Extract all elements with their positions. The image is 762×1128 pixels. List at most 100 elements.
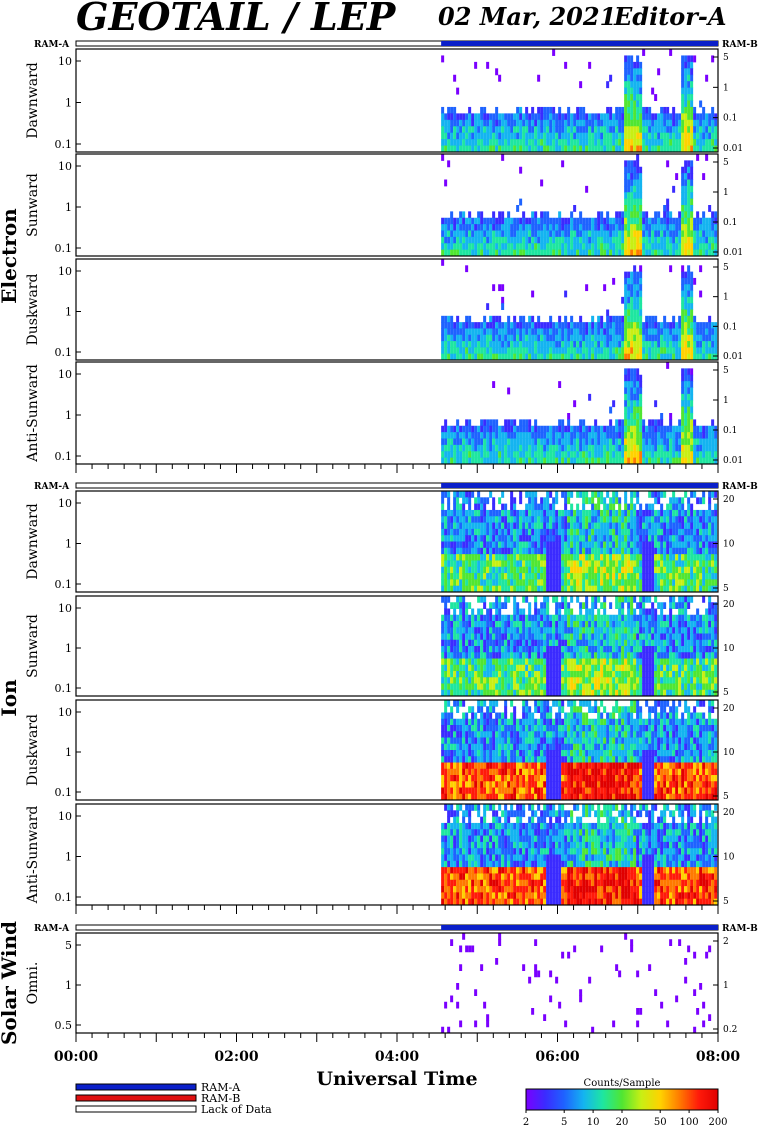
heatmap-cell (462, 516, 466, 524)
heatmap-cell (624, 230, 628, 238)
heatmap-cell (441, 639, 445, 647)
heatmap-cell (600, 145, 604, 153)
heatmap-cell (549, 217, 553, 225)
heatmap-cell (633, 528, 637, 536)
heatmap-cell (690, 106, 694, 114)
heatmap-cell (579, 145, 583, 153)
heatmap-cell (633, 309, 637, 317)
heatmap-cell (462, 491, 466, 498)
heatmap-cell (540, 541, 544, 549)
heatmap-cell (525, 535, 529, 542)
heatmap-cell (471, 528, 475, 536)
heatmap-cell (693, 243, 697, 251)
heatmap-cell (465, 113, 469, 121)
heatmap-cell (573, 139, 577, 147)
heatmap-cell (609, 230, 613, 238)
heatmap-cell (531, 139, 535, 147)
heatmap-cell (543, 602, 547, 609)
heatmap-cell (519, 608, 523, 616)
heatmap-cell (495, 119, 499, 127)
heatmap-cell (642, 522, 646, 530)
heatmap-cell (579, 614, 583, 622)
heatmap-cell (636, 243, 640, 251)
heatmap-cell (579, 328, 583, 336)
heatmap-cell (504, 217, 508, 225)
heatmap-cell (516, 236, 520, 244)
heatmap-cell (510, 334, 514, 342)
heatmap-cell (447, 106, 451, 114)
heatmap-cell (633, 236, 637, 244)
heatmap-cell (639, 541, 643, 549)
heatmap-cell (633, 503, 637, 511)
heatmap-cell (687, 119, 691, 127)
heatmap-cell (567, 457, 571, 465)
heatmap-cell (495, 602, 499, 609)
heatmap-cell (441, 224, 445, 231)
heatmap-cell (441, 627, 445, 634)
heatmap-cell (576, 689, 580, 697)
heatmap-cell (474, 132, 478, 140)
heatmap-cell (702, 328, 706, 336)
heatmap-cell (546, 585, 550, 593)
heatmap-cell (531, 503, 535, 511)
heatmap-cell (654, 328, 658, 336)
heatmap-cell (558, 451, 562, 459)
heatmap-cell (471, 341, 475, 348)
heatmap-cell (504, 560, 508, 568)
heatmap-cell (642, 535, 646, 542)
heatmap-cell (456, 341, 460, 348)
heatmap-cell (567, 633, 571, 641)
heatmap-cell (513, 554, 517, 561)
heatmap-cell (498, 322, 502, 329)
heatmap-cell (561, 160, 565, 168)
heatmap-cell (483, 658, 487, 666)
heatmap-cell (678, 438, 682, 446)
heatmap-cell (483, 652, 487, 659)
heatmap-cell (522, 315, 526, 323)
heatmap-cell (594, 224, 598, 231)
heatmap-cell (519, 689, 523, 697)
heatmap-cell (624, 81, 628, 89)
heatmap-cell (666, 224, 670, 231)
heatmap-cell (681, 277, 685, 285)
heatmap-cell (561, 509, 565, 517)
heatmap-cell (531, 113, 535, 121)
heatmap-cell (597, 315, 601, 323)
heatmap-cell (582, 457, 586, 465)
heatmap-cell (612, 451, 616, 459)
heatmap-cell (660, 579, 664, 587)
heatmap-cell (621, 444, 625, 452)
heatmap-cell (489, 444, 493, 452)
heatmap-cell (456, 535, 460, 542)
heatmap-cell (519, 334, 523, 342)
heatmap-cell (636, 566, 640, 574)
heatmap-cell (456, 621, 460, 628)
heatmap-cell (597, 444, 601, 452)
heatmap-cell (450, 126, 454, 134)
right-tick-label: 5 (723, 263, 729, 273)
heatmap-cell (600, 217, 604, 225)
heatmap-cell (441, 522, 445, 530)
heatmap-cell (582, 341, 586, 348)
heatmap-cell (567, 249, 571, 257)
heatmap-cell (666, 528, 670, 536)
heatmap-cell (660, 139, 664, 147)
heatmap-cell (600, 547, 604, 555)
heatmap-cell (489, 491, 493, 498)
heatmap-cell (474, 341, 478, 348)
heatmap-cell (471, 347, 475, 355)
heatmap-cell (456, 585, 460, 593)
heatmap-cell (690, 425, 694, 433)
heatmap-cell (633, 173, 637, 180)
heatmap-cell (537, 249, 541, 257)
heatmap-cell (705, 547, 709, 555)
heatmap-cell (498, 211, 502, 219)
heatmap-cell (474, 224, 478, 231)
heatmap-cell (672, 322, 676, 329)
heatmap-cell (459, 119, 463, 127)
heatmap-cell (639, 341, 643, 348)
heatmap-cell (450, 139, 454, 147)
heatmap-cell (510, 627, 514, 634)
heatmap-cell (684, 271, 688, 279)
heatmap-cell (525, 347, 529, 355)
